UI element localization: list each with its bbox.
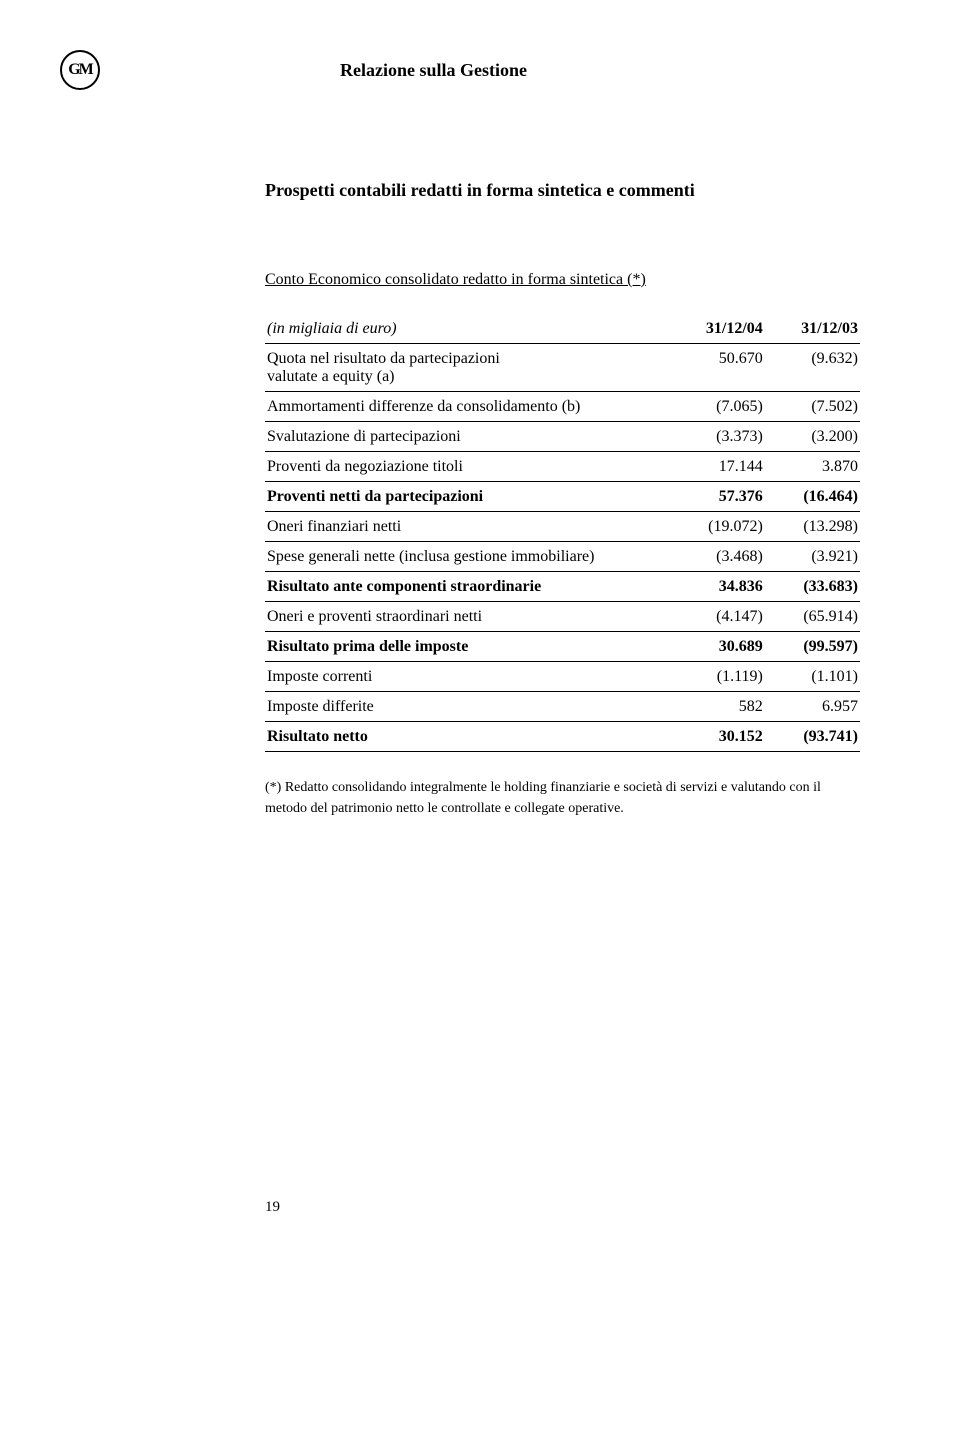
table-header-row: (in migliaia di euro)31/12/0431/12/03 bbox=[265, 314, 860, 344]
row-col2: (3.200) bbox=[765, 422, 860, 452]
row-col2: 6.957 bbox=[765, 692, 860, 722]
row-label: Proventi netti da partecipazioni bbox=[265, 482, 670, 512]
row-col2: (99.597) bbox=[765, 632, 860, 662]
row-col2: (16.464) bbox=[765, 482, 860, 512]
table-row: Oneri e proventi straordinari netti(4.14… bbox=[265, 602, 860, 632]
row-label: Quota nel risultato da partecipazionival… bbox=[265, 344, 670, 392]
table-row: Oneri finanziari netti(19.072)(13.298) bbox=[265, 512, 860, 542]
table-row: Svalutazione di partecipazioni(3.373)(3.… bbox=[265, 422, 860, 452]
row-col1: 50.670 bbox=[670, 344, 765, 392]
row-label: Svalutazione di partecipazioni bbox=[265, 422, 670, 452]
row-label: Spese generali nette (inclusa gestione i… bbox=[265, 542, 670, 572]
row-label: Oneri e proventi straordinari netti bbox=[265, 602, 670, 632]
row-label: Risultato ante componenti straordinarie bbox=[265, 572, 670, 602]
row-col2: (33.683) bbox=[765, 572, 860, 602]
row-col1: (19.072) bbox=[670, 512, 765, 542]
row-col2: (7.502) bbox=[765, 392, 860, 422]
page-container: GM Relazione sulla Gestione Prospetti co… bbox=[0, 0, 960, 1447]
content-area: Prospetti contabili redatti in forma sin… bbox=[265, 180, 860, 1216]
table-row: Imposte correnti(1.119)(1.101) bbox=[265, 662, 860, 692]
row-col2: (65.914) bbox=[765, 602, 860, 632]
row-label: Proventi da negoziazione titoli bbox=[265, 452, 670, 482]
row-label: Risultato prima delle imposte bbox=[265, 632, 670, 662]
table-row: Imposte differite5826.957 bbox=[265, 692, 860, 722]
row-col1: (7.065) bbox=[670, 392, 765, 422]
header-col2: 31/12/03 bbox=[765, 314, 860, 344]
row-col1: (3.373) bbox=[670, 422, 765, 452]
table-row: Risultato prima delle imposte30.689(99.5… bbox=[265, 632, 860, 662]
footnote: (*) Redatto consolidando integralmente l… bbox=[265, 777, 860, 819]
main-title: Prospetti contabili redatti in forma sin… bbox=[265, 180, 860, 201]
table-row: Quota nel risultato da partecipazionival… bbox=[265, 344, 860, 392]
row-col1: (1.119) bbox=[670, 662, 765, 692]
section-header: Relazione sulla Gestione bbox=[340, 60, 527, 81]
logo-text: GM bbox=[68, 61, 92, 79]
row-label: Ammortamenti differenze da consolidament… bbox=[265, 392, 670, 422]
sub-title: Conto Economico consolidato redatto in f… bbox=[265, 271, 860, 289]
row-col1: 17.144 bbox=[670, 452, 765, 482]
row-col1: 57.376 bbox=[670, 482, 765, 512]
row-label: Risultato netto bbox=[265, 722, 670, 752]
header-col1: 31/12/04 bbox=[670, 314, 765, 344]
table-row: Proventi netti da partecipazioni57.376(1… bbox=[265, 482, 860, 512]
table-row: Ammortamenti differenze da consolidament… bbox=[265, 392, 860, 422]
row-col1: 30.152 bbox=[670, 722, 765, 752]
table-row: Proventi da negoziazione titoli17.1443.8… bbox=[265, 452, 860, 482]
financial-table: (in migliaia di euro)31/12/0431/12/03Quo… bbox=[265, 314, 860, 752]
row-col1: 34.836 bbox=[670, 572, 765, 602]
row-col2: (93.741) bbox=[765, 722, 860, 752]
row-col2: (13.298) bbox=[765, 512, 860, 542]
row-label: Oneri finanziari netti bbox=[265, 512, 670, 542]
table-row: Risultato ante componenti straordinarie3… bbox=[265, 572, 860, 602]
row-col2: 3.870 bbox=[765, 452, 860, 482]
page-number: 19 bbox=[265, 1199, 860, 1216]
row-col2: (3.921) bbox=[765, 542, 860, 572]
page-header: GM Relazione sulla Gestione bbox=[60, 50, 870, 90]
table-row: Spese generali nette (inclusa gestione i… bbox=[265, 542, 860, 572]
row-col1: (3.468) bbox=[670, 542, 765, 572]
row-col1: 30.689 bbox=[670, 632, 765, 662]
row-label: Imposte correnti bbox=[265, 662, 670, 692]
row-col1: (4.147) bbox=[670, 602, 765, 632]
header-label: (in migliaia di euro) bbox=[265, 314, 670, 344]
table-row: Risultato netto30.152(93.741) bbox=[265, 722, 860, 752]
logo-icon: GM bbox=[60, 50, 100, 90]
row-col2: (9.632) bbox=[765, 344, 860, 392]
row-col2: (1.101) bbox=[765, 662, 860, 692]
row-col1: 582 bbox=[670, 692, 765, 722]
row-label: Imposte differite bbox=[265, 692, 670, 722]
